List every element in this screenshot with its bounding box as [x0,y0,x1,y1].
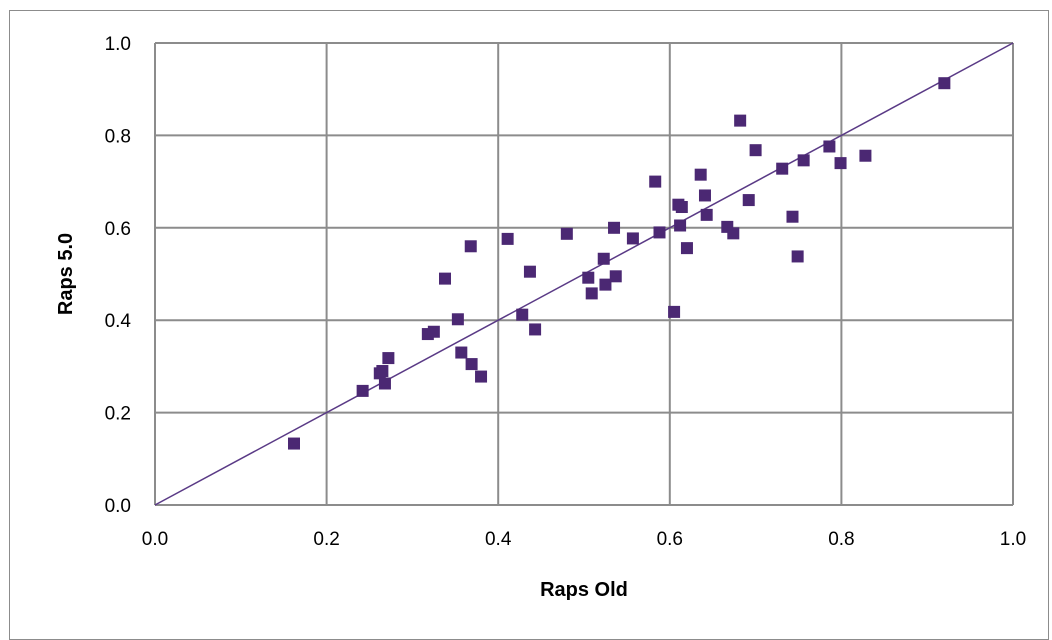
data-point [698,189,711,202]
y-tick-label: 0.2 [105,404,131,425]
chart-frame [9,10,1049,640]
data-point [287,437,300,450]
y-tick-label: 0.8 [105,126,131,147]
data-point [694,168,707,181]
data-point [680,242,693,255]
y-axis-title: Raps 5.0 [55,233,77,315]
y-tick-label: 0.0 [105,496,131,517]
data-point [376,365,389,378]
data-points [287,77,951,450]
data-point [501,232,514,245]
gridlines [154,42,1014,506]
data-point [523,265,536,278]
data-point [675,201,688,214]
data-point [674,219,687,232]
x-tick-label: 0.6 [657,529,683,550]
data-point [834,157,847,170]
data-point [464,240,477,253]
x-tick-label: 1.0 [1000,529,1026,550]
data-point [668,305,681,318]
data-point [742,194,755,207]
data-point [378,377,391,390]
data-point [776,162,789,175]
data-point [529,323,542,336]
data-point [585,287,598,300]
y-tick-label: 0.4 [105,311,132,332]
data-point [516,308,529,321]
data-point [597,252,610,265]
data-point [938,77,951,90]
x-axis-title: Raps Old [540,579,628,601]
data-point [465,358,478,371]
x-tick-label: 0.4 [485,529,512,550]
data-point [649,175,662,188]
data-point [599,278,612,291]
data-point [786,210,799,223]
y-tick-label: 0.6 [105,219,131,240]
data-point [791,250,804,263]
data-point [859,149,872,162]
data-point [427,325,440,338]
data-point [823,140,836,153]
data-point [451,313,464,326]
data-point [475,370,488,383]
data-point [382,352,395,365]
data-point [727,227,740,240]
x-tick-label: 0.0 [142,529,168,550]
data-point [609,270,622,283]
data-point [700,208,713,221]
data-point [797,154,810,167]
x-tick-label: 0.8 [828,529,854,550]
data-point [608,221,621,234]
data-point [749,144,762,157]
data-point [560,227,573,240]
x-tick-label: 0.2 [313,529,339,550]
data-point [439,272,452,285]
data-point [356,384,369,397]
data-point [653,226,666,239]
data-point [626,232,639,245]
tick-labels: 0.0 0.2 0.4 0.6 0.8 1.0 0.0 0.2 0.4 0.6 0.8 1.0 [105,34,1027,550]
data-point [582,271,595,284]
data-point [734,114,747,127]
y-tick-label: 1.0 [105,34,131,55]
data-point [455,346,468,359]
